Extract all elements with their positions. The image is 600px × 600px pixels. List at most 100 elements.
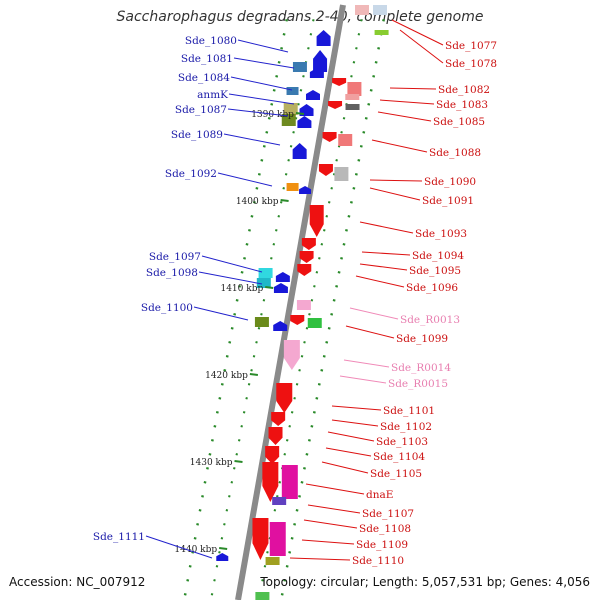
track-dot — [312, 411, 316, 414]
gene-label-sde-r0013: Sde_R0013 — [400, 314, 460, 326]
track-dot — [310, 299, 314, 302]
track-dot — [337, 271, 341, 274]
track-dot — [369, 89, 373, 92]
leader-line — [145, 535, 213, 559]
gene-label-sde-1078: Sde_1078 — [445, 58, 497, 70]
gene-box — [347, 82, 362, 96]
track-dot — [305, 453, 309, 456]
track-dot — [307, 47, 310, 50]
track-dot — [340, 257, 343, 260]
track-dot — [283, 579, 287, 582]
leader-line — [391, 19, 444, 46]
track-dot — [220, 383, 224, 386]
track-dot — [210, 439, 214, 442]
track-dot — [357, 159, 361, 162]
leader-line — [289, 557, 351, 561]
track-dot — [282, 33, 286, 36]
leader-line — [301, 539, 355, 545]
leader-line — [228, 93, 295, 105]
leader-line — [227, 108, 289, 117]
track-dot — [360, 19, 363, 22]
track-dot — [377, 47, 381, 50]
gene-box — [334, 167, 349, 181]
track-dot — [220, 537, 224, 540]
leader-line — [223, 133, 281, 146]
track-dot — [364, 117, 368, 120]
track-dot — [342, 243, 346, 246]
gene-arrow — [283, 340, 300, 370]
track-dot — [260, 313, 263, 316]
leader-line — [343, 359, 390, 368]
track-dot — [225, 509, 229, 512]
track-dot — [267, 117, 271, 120]
track-dot — [315, 397, 319, 400]
track-dot — [275, 229, 278, 232]
track-dot — [247, 383, 251, 386]
track-dot — [201, 495, 204, 498]
gene-label-sde-1081: Sde_1081 — [181, 53, 233, 65]
gene-box — [355, 5, 369, 15]
track-dot — [213, 579, 216, 582]
track-dot — [237, 439, 241, 442]
gene-label-sde-1102: Sde_1102 — [380, 421, 432, 433]
left-gene-labels: Sde_1080 Sde_1081 Sde_1084 anmK Sde_1087 Sde_… — [93, 35, 295, 559]
track-dot — [230, 481, 234, 484]
track-dot — [285, 19, 288, 22]
track-dot — [382, 19, 385, 22]
gene-label-sde-1084: Sde_1084 — [178, 72, 230, 84]
track-dot — [340, 131, 343, 134]
gene-arrow — [276, 383, 293, 413]
track-dot — [355, 47, 358, 50]
gene-box — [338, 134, 353, 146]
track-dot — [252, 201, 256, 204]
gene-label-sde-1090: Sde_1090 — [424, 176, 476, 188]
track-dot — [260, 159, 264, 162]
gene-box — [281, 465, 298, 499]
track-dot — [273, 509, 277, 512]
leader-line — [325, 447, 372, 457]
track-dot — [297, 103, 300, 106]
track-dot — [293, 523, 297, 526]
gene-arrow — [265, 446, 280, 464]
track-dot — [347, 215, 351, 218]
track-dot — [215, 565, 219, 568]
gene-label-sde-1108: Sde_1108 — [359, 523, 411, 535]
track-dot — [299, 89, 303, 92]
axis-tick-mark — [280, 199, 289, 202]
track-dot — [250, 215, 254, 218]
track-dot — [245, 397, 248, 400]
track-dot — [280, 593, 284, 596]
track-dot — [206, 467, 209, 470]
track-dot — [228, 495, 231, 498]
track-dot — [240, 271, 244, 274]
track-dot — [349, 201, 353, 204]
track-dot — [317, 383, 321, 386]
gene-label-sde-1089: Sde_1089 — [171, 129, 223, 141]
gene-label-sde-1100: Sde_1100 — [141, 302, 193, 314]
gene-arrow — [252, 518, 269, 560]
axis-tick-mark — [219, 547, 228, 550]
leader-line — [305, 483, 365, 495]
gene-box — [296, 300, 311, 310]
track-dot — [315, 271, 319, 274]
leader-line — [349, 307, 399, 320]
leader-line — [369, 179, 423, 182]
track-dot — [327, 201, 331, 204]
track-dot — [300, 481, 304, 484]
gene-label-sde-1085: Sde_1085 — [433, 116, 485, 128]
leader-line — [237, 39, 289, 53]
gene-box — [254, 317, 269, 327]
gene-label-sde-1093: Sde_1093 — [415, 228, 467, 240]
track-dot — [218, 397, 222, 400]
track-dot — [203, 481, 207, 484]
track-dot — [293, 397, 296, 400]
gene-label-sde-1095: Sde_1095 — [409, 265, 461, 277]
leader-line — [359, 221, 414, 234]
leader-line — [193, 306, 249, 321]
gene-arrow — [297, 264, 312, 276]
gene-label-sde-r0014: Sde_R0014 — [391, 362, 451, 374]
track-dot — [303, 467, 306, 470]
track-dot — [275, 75, 279, 78]
track-dot — [245, 243, 249, 246]
